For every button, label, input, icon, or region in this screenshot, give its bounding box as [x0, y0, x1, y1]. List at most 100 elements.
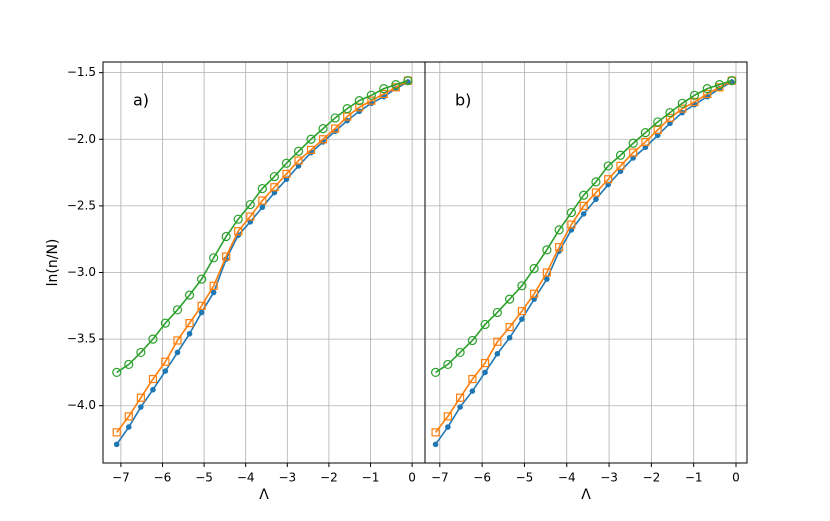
x-tick-label: 0 [732, 471, 740, 485]
marker [432, 441, 439, 448]
marker [653, 117, 663, 127]
marker [173, 336, 182, 345]
marker [703, 89, 712, 99]
marker [210, 289, 217, 296]
axes-frame [424, 61, 748, 464]
marker [367, 96, 376, 105]
marker [677, 98, 687, 108]
marker [640, 128, 651, 138]
marker [542, 268, 551, 277]
series-line [434, 81, 733, 445]
marker [354, 96, 364, 106]
x-tick-label: −6 [473, 471, 491, 485]
x-tick-label: −1 [685, 471, 703, 485]
x-tick-label: −2 [643, 471, 661, 485]
x-tick-label: −3 [278, 471, 296, 485]
y-tick-label: −4.0 [67, 398, 96, 412]
y-tick-label: −3.5 [67, 332, 96, 346]
marker [185, 319, 194, 328]
marker [150, 386, 156, 393]
marker [282, 169, 291, 179]
marker [445, 424, 451, 430]
marker [567, 220, 576, 229]
marker [136, 347, 146, 358]
x-tick-label: −7 [431, 471, 449, 485]
y-tick-label: −3.0 [67, 265, 96, 279]
marker [492, 307, 502, 318]
marker [172, 305, 183, 315]
marker [579, 201, 588, 210]
marker [457, 404, 463, 410]
panel: −4.0 −3.5 −3.0 −2.5 −2.0 −1.5 −7 −6 −5 −4 −3 −2 −1 0 a… [45, 61, 426, 503]
marker [604, 175, 613, 184]
marker [519, 316, 525, 322]
marker [124, 359, 134, 370]
x-tick-label: −5 [516, 471, 534, 485]
marker [294, 156, 303, 165]
axes-frame [102, 61, 426, 464]
marker [281, 158, 292, 168]
marker [529, 263, 539, 274]
marker [379, 89, 388, 99]
panel-label: b) [455, 91, 471, 110]
marker [124, 412, 133, 421]
marker [665, 113, 675, 123]
marker [554, 225, 564, 235]
marker [714, 80, 725, 90]
panel-label: a) [133, 91, 149, 110]
marker [468, 374, 477, 384]
marker [138, 404, 144, 410]
marker [233, 214, 243, 224]
marker [403, 76, 413, 86]
marker [221, 231, 231, 242]
x-tick-label: −5 [195, 471, 213, 485]
marker [112, 367, 122, 378]
x-tick-label: −6 [154, 471, 172, 485]
marker [184, 290, 195, 300]
marker [629, 148, 638, 157]
marker [494, 350, 501, 357]
marker [544, 276, 550, 282]
marker [616, 161, 625, 171]
marker [136, 393, 145, 402]
marker [161, 357, 170, 366]
marker [456, 393, 465, 402]
marker [443, 412, 452, 421]
marker [125, 424, 132, 430]
marker [391, 80, 401, 90]
series-line [116, 79, 409, 374]
marker [615, 150, 626, 160]
x-tick-label: −7 [112, 471, 130, 485]
marker [186, 330, 193, 337]
marker [366, 90, 376, 100]
marker [197, 301, 206, 310]
marker [593, 196, 599, 203]
marker [148, 374, 158, 384]
marker [258, 196, 267, 205]
marker [269, 171, 280, 182]
series-line [116, 79, 409, 433]
series-line [116, 81, 409, 445]
marker [379, 84, 389, 94]
marker [209, 281, 218, 290]
y-axis-label: ln(n/N) [45, 239, 61, 287]
marker [198, 309, 205, 316]
marker [480, 358, 490, 368]
marker [443, 359, 453, 370]
marker [259, 204, 266, 211]
marker [245, 199, 255, 210]
marker [246, 212, 255, 221]
marker [148, 334, 158, 344]
x-axis-label: Λ [581, 487, 591, 503]
marker [112, 428, 121, 437]
marker [293, 146, 304, 156]
panel: −7 −6 −5 −4 −3 −2 −1 0 b) Λ [424, 61, 748, 503]
marker [209, 253, 219, 263]
marker [331, 124, 340, 133]
marker [174, 349, 181, 356]
marker [517, 307, 526, 316]
marker [641, 137, 650, 147]
marker [257, 183, 267, 194]
marker [690, 97, 699, 107]
